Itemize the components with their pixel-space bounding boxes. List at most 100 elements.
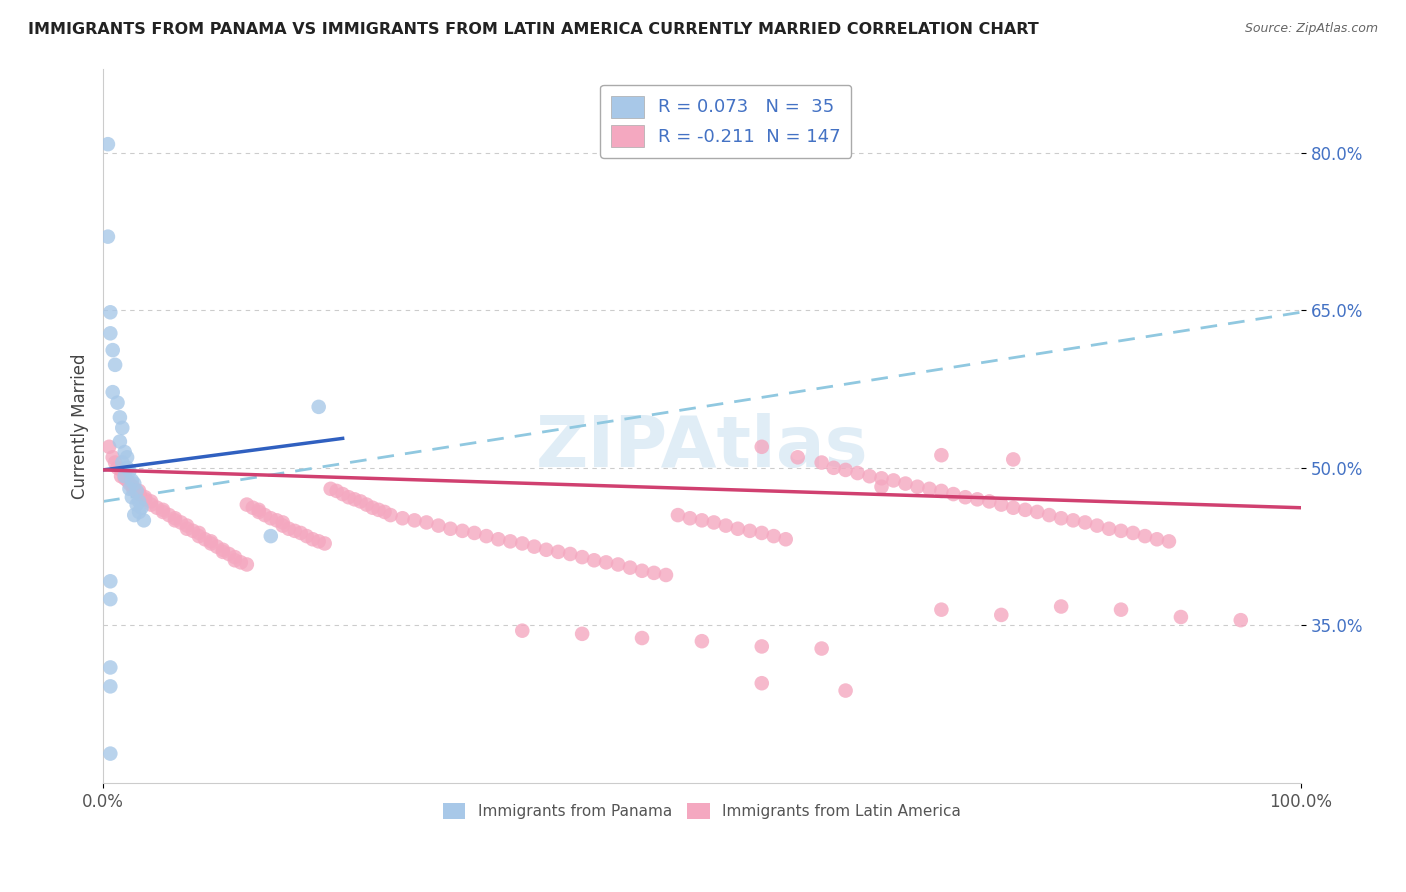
Point (810, 456, 832, 470)
Point (98, 747, 121, 761)
Point (187, 525, 209, 540)
Point (367, 503, 389, 517)
Point (212, 545, 235, 559)
Point (108, 434, 131, 449)
Point (690, 513, 713, 527)
Point (128, 505, 150, 519)
Point (931, 602, 953, 616)
Point (308, 400, 330, 414)
Point (337, 490, 360, 504)
Point (882, 474, 904, 488)
Point (170, 516, 193, 530)
Point (242, 500, 264, 515)
Point (751, 440, 773, 454)
Point (810, 641, 832, 656)
Legend: Immigrants from Panama, Immigrants from Latin America: Immigrants from Panama, Immigrants from … (436, 797, 967, 825)
Point (966, 492, 988, 507)
Point (343, 492, 366, 507)
Point (253, 508, 276, 522)
Point (374, 505, 396, 519)
Point (98, 574, 121, 589)
Point (104, 358, 127, 372)
Point (260, 511, 283, 525)
Point (176, 522, 198, 536)
Point (163, 511, 186, 525)
Point (1229, 613, 1251, 627)
Point (122, 482, 145, 496)
Point (139, 494, 162, 508)
Point (332, 487, 354, 501)
Point (918, 482, 941, 496)
Point (523, 540, 546, 554)
Point (727, 522, 749, 536)
Point (229, 555, 252, 569)
Point (118, 476, 141, 491)
Point (931, 448, 953, 462)
Point (391, 511, 413, 525)
Point (181, 524, 204, 538)
Point (751, 640, 773, 654)
Point (451, 524, 474, 538)
Point (751, 676, 773, 690)
Point (176, 518, 198, 533)
Point (114, 471, 136, 485)
Point (655, 568, 678, 582)
Point (325, 483, 347, 498)
Point (834, 463, 856, 477)
Point (194, 533, 217, 547)
Point (187, 529, 209, 543)
Point (560, 547, 582, 561)
Point (1133, 529, 1156, 543)
Point (101, 450, 124, 465)
Y-axis label: Currently Married: Currently Married (72, 353, 89, 499)
Point (247, 505, 270, 519)
Point (1038, 508, 1060, 522)
Point (858, 469, 880, 483)
Point (104, 456, 127, 470)
Point (122, 480, 145, 494)
Point (427, 518, 450, 533)
Point (146, 500, 169, 515)
Point (260, 529, 283, 543)
Point (990, 498, 1012, 512)
Point (108, 410, 131, 425)
Point (547, 545, 569, 559)
Point (98, 592, 121, 607)
Point (439, 522, 461, 536)
Point (128, 487, 150, 501)
Point (205, 540, 228, 554)
Point (990, 607, 1012, 622)
Point (823, 460, 845, 475)
Point (121, 474, 143, 488)
Point (290, 525, 312, 540)
Point (295, 529, 318, 543)
Point (314, 536, 336, 550)
Point (200, 536, 222, 550)
Point (415, 516, 437, 530)
Point (212, 542, 235, 557)
Point (486, 533, 509, 547)
Point (786, 450, 808, 465)
Point (775, 533, 797, 547)
Point (97, 229, 120, 244)
Point (631, 631, 654, 645)
Point (114, 469, 136, 483)
Text: IMMIGRANTS FROM PANAMA VS IMMIGRANTS FROM LATIN AMERICA CURRENTLY MARRIED CORREL: IMMIGRANTS FROM PANAMA VS IMMIGRANTS FRO… (28, 22, 1039, 37)
Point (870, 480, 893, 494)
Point (98, 326, 121, 341)
Point (1014, 503, 1036, 517)
Point (97, 137, 120, 152)
Point (98, 660, 121, 674)
Point (1050, 599, 1073, 614)
Point (98, 679, 121, 693)
Point (1170, 610, 1192, 624)
Point (271, 518, 294, 533)
Point (163, 513, 186, 527)
Point (679, 511, 702, 525)
Point (134, 492, 156, 507)
Text: Source: ZipAtlas.com: Source: ZipAtlas.com (1244, 22, 1378, 36)
Point (907, 480, 929, 494)
Point (380, 508, 402, 522)
Point (619, 560, 641, 574)
Point (894, 476, 917, 491)
